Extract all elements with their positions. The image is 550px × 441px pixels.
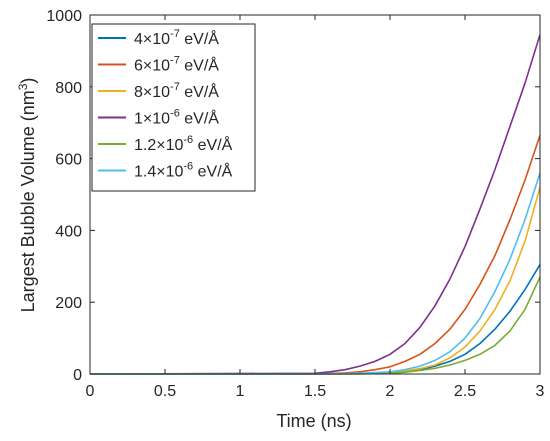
legend-label-5: 1.2×10-6 eV/Å bbox=[134, 134, 233, 154]
series-line-6 bbox=[90, 172, 541, 375]
y-axis-title-main: Largest Bubble Volume (nm bbox=[18, 90, 38, 312]
x-tick-label: 1 bbox=[236, 383, 245, 400]
axes: 0 0.5 1 1.5 2 2.5 3 0 200 400 600 800 1000 bbox=[46, 8, 544, 400]
legend-label-2: 6×10-7 eV/Å bbox=[134, 55, 219, 75]
x-tick-label: 0.5 bbox=[154, 383, 176, 400]
legend-label-4: 1×10-6 eV/Å bbox=[134, 108, 219, 128]
x-axis-title: Time (ns) bbox=[276, 411, 351, 431]
series-line-2 bbox=[90, 135, 541, 375]
y-axis-title-superscript: 3 bbox=[16, 83, 30, 90]
legend-label-6: 1.4×10-6 eV/Å bbox=[134, 161, 233, 181]
x-tick-label: 2.5 bbox=[454, 383, 476, 400]
y-tick-label: 0 bbox=[73, 367, 82, 384]
legend-label-1: 4×10-7 eV/Å bbox=[134, 28, 219, 48]
legend-label-3: 8×10-7 eV/Å bbox=[134, 81, 219, 101]
y-tick-label: 400 bbox=[55, 223, 82, 240]
series-line-4 bbox=[89, 34, 541, 375]
x-tick-label: 2 bbox=[386, 383, 395, 400]
y-axis-title-close: ) bbox=[18, 78, 38, 84]
y-tick-label: 800 bbox=[55, 80, 82, 97]
x-tick-label: 0 bbox=[86, 383, 95, 400]
x-tick-label: 3 bbox=[536, 383, 545, 400]
y-tick-label: 1000 bbox=[46, 8, 82, 25]
y-tick-label: 600 bbox=[55, 152, 82, 169]
legend: 4×10-7 eV/Å 6×10-7 eV/Å 8×10-7 eV/Å 1×10-6 … bbox=[91, 23, 256, 192]
legend-box bbox=[91, 23, 256, 192]
y-tick-label: 200 bbox=[55, 295, 82, 312]
y-axis-title: Largest Bubble Volume (nm3) bbox=[16, 78, 38, 313]
x-tick-label: 1.5 bbox=[304, 383, 326, 400]
